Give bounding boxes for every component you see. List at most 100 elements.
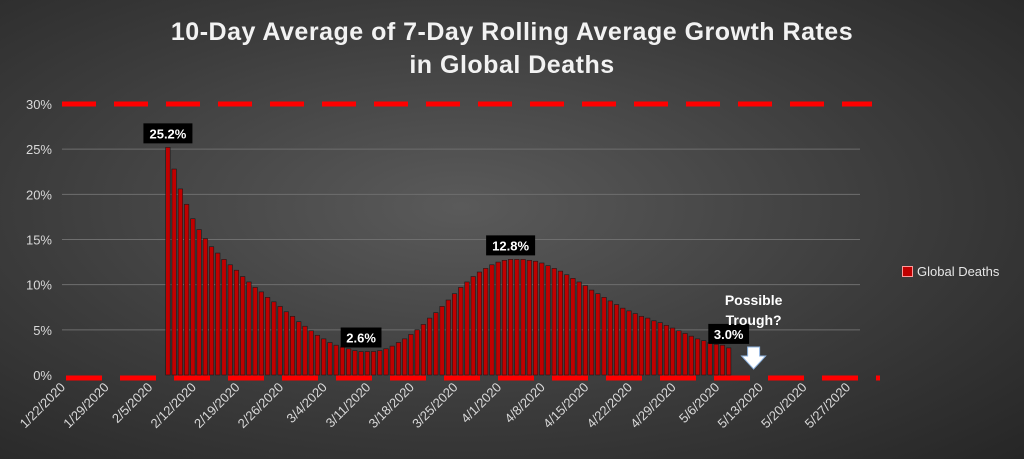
bar: [395, 342, 402, 376]
bar: [451, 293, 458, 376]
bar: [277, 306, 283, 376]
x-tick-label: 2/26/2020: [235, 380, 287, 432]
bar: [657, 322, 663, 376]
bar: [165, 147, 171, 376]
y-tick-label: 15%: [26, 233, 52, 248]
bar: [676, 330, 682, 376]
bar: [719, 344, 726, 376]
bar: [296, 321, 302, 376]
annotation-text: Trough?: [726, 312, 782, 328]
y-tick-label: 10%: [26, 278, 52, 293]
bar: [539, 262, 545, 376]
bar: [495, 261, 501, 376]
x-tick-label: 2/19/2020: [191, 380, 243, 432]
bar: [514, 259, 520, 376]
bar: [184, 203, 190, 376]
bar: [645, 317, 651, 376]
reference-lines: [62, 101, 880, 381]
bar: [240, 276, 246, 376]
bar: [489, 264, 495, 376]
x-tick-label: 5/20/2020: [758, 380, 810, 432]
bar: [726, 347, 732, 376]
x-tick-label: 4/1/2020: [458, 380, 504, 426]
bar: [321, 338, 327, 376]
bar-series-global-deaths: [165, 147, 732, 376]
data-labels: 25.2% 2.6% 12.8% 3.0%: [143, 123, 750, 348]
x-tick-label: 2/12/2020: [147, 380, 199, 432]
x-tick-label: 3/25/2020: [409, 380, 461, 432]
data-label: 12.8%: [486, 235, 536, 256]
data-label-text: 12.8%: [492, 238, 529, 253]
bar: [670, 327, 676, 376]
data-label-text: 3.0%: [714, 327, 744, 342]
bar: [383, 348, 389, 376]
data-label-box: [340, 327, 382, 348]
bar: [688, 335, 694, 376]
data-label-text: 25.2%: [149, 126, 186, 141]
bar: [701, 340, 707, 376]
y-tick-label: 25%: [26, 142, 52, 157]
bar: [327, 342, 333, 376]
bar: [408, 334, 414, 376]
x-tick-label: 3/18/2020: [366, 380, 418, 432]
bar: [576, 281, 582, 376]
bar: [532, 260, 539, 376]
y-tick-label: 5%: [33, 323, 52, 338]
legend: Global Deaths: [902, 264, 999, 279]
chart-title-line-2: in Global Deaths: [409, 51, 615, 79]
legend-swatch: [902, 266, 913, 277]
bar: [501, 259, 507, 376]
bar: [663, 325, 669, 376]
bar: [707, 342, 713, 376]
y-tick-label: 30%: [26, 97, 52, 112]
bar: [564, 274, 570, 376]
bar: [339, 346, 345, 376]
bar: [202, 238, 208, 376]
x-tick-label: 1/22/2020: [17, 380, 69, 432]
bar: [520, 259, 526, 376]
bar: [377, 350, 383, 376]
x-tick-label: 3/11/2020: [323, 380, 374, 431]
y-axis: 0% 5% 10% 15% 20% 25% 30%: [26, 97, 52, 383]
bar: [626, 310, 632, 376]
x-tick-label: 4/22/2020: [584, 380, 636, 432]
bar: [389, 345, 395, 376]
data-label-text: 2.6%: [346, 331, 376, 346]
bar: [464, 281, 470, 376]
bar: [258, 291, 264, 376]
bar: [346, 348, 352, 376]
bar: [227, 264, 233, 376]
bar: [508, 259, 514, 376]
x-tick-label: 4/15/2020: [540, 380, 592, 432]
bar: [171, 168, 177, 376]
bar: [620, 307, 626, 376]
bar: [233, 269, 240, 376]
bar: [177, 188, 183, 376]
x-tick-label: 5/13/2020: [714, 380, 766, 432]
bar: [601, 297, 607, 376]
data-label-box: [143, 123, 193, 144]
bar: [289, 315, 296, 376]
x-tick-label: 1/29/2020: [60, 380, 112, 432]
data-label: 25.2%: [143, 123, 193, 144]
bar: [265, 297, 271, 376]
bar: [694, 338, 701, 376]
bar: [607, 300, 613, 376]
bar: [613, 304, 620, 376]
data-label: 3.0%: [708, 323, 750, 344]
chart-title-line-1: 10-Day Average of 7-Day Rolling Average …: [170, 18, 854, 46]
bar: [632, 313, 638, 376]
bar: [308, 330, 314, 376]
bar: [570, 278, 576, 376]
bar: [433, 312, 439, 376]
bar: [190, 218, 196, 376]
bar: [221, 259, 227, 376]
x-tick-label: 4/29/2020: [627, 380, 679, 432]
bar: [557, 270, 564, 376]
bar: [638, 315, 645, 376]
bar: [483, 268, 489, 376]
bar: [439, 306, 445, 376]
bar: [414, 329, 420, 376]
bar: [470, 276, 476, 376]
